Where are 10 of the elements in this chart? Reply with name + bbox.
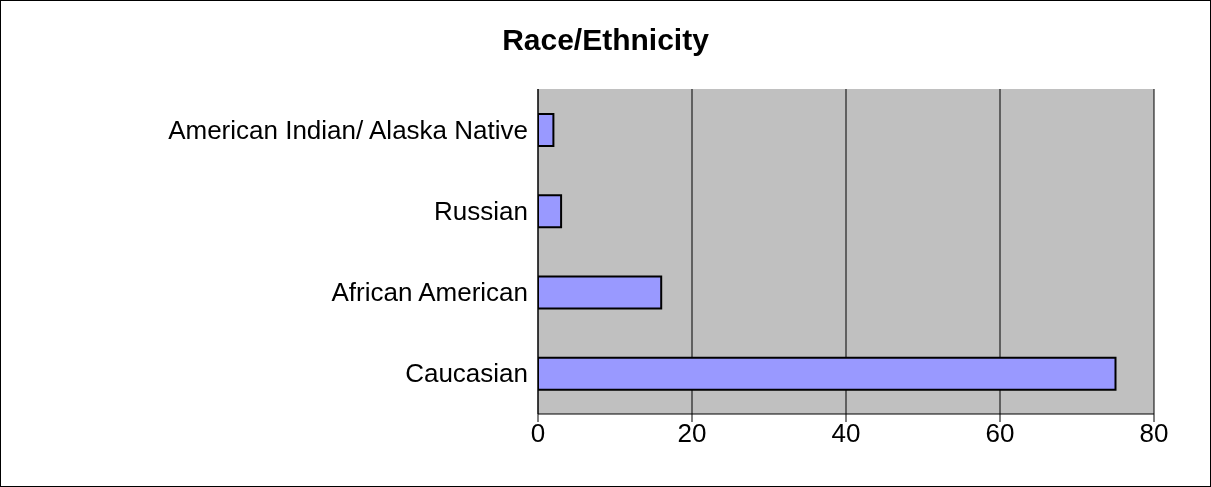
x-tick-label: 80 <box>1139 418 1169 449</box>
y-tick-label: Caucasian <box>405 358 528 389</box>
x-tick-label: 0 <box>530 418 546 449</box>
x-tick-label: 60 <box>985 418 1015 449</box>
chart-title: Race/Ethnicity <box>501 23 710 57</box>
y-tick-label: Russian <box>434 195 528 226</box>
y-tick-label: African American <box>331 277 528 308</box>
y-tick-label: American Indian/ Alaska Native <box>168 114 528 145</box>
x-tick-label: 20 <box>677 418 707 449</box>
x-tick-label: 40 <box>831 418 861 449</box>
